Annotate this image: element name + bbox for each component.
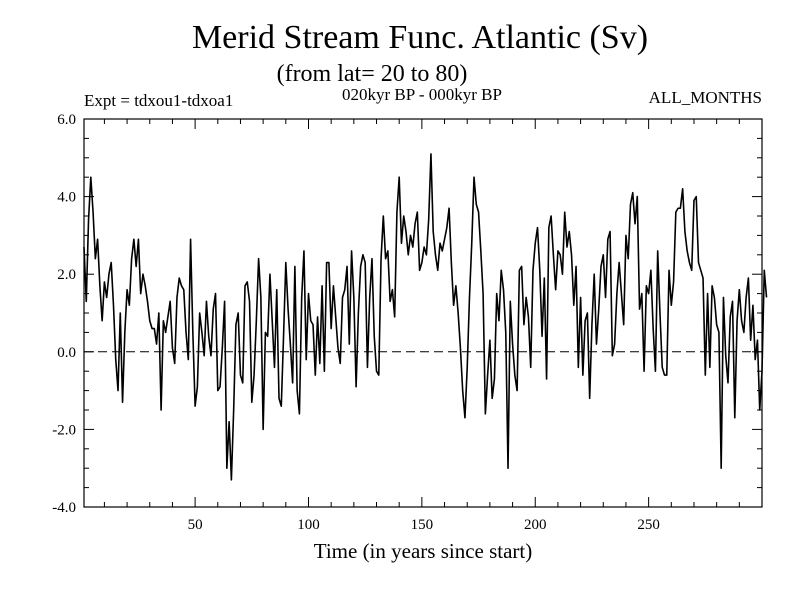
y-tick-label: -2.0 <box>52 422 76 438</box>
period-label: 020kyr BP - 000kyr BP <box>342 85 502 104</box>
x-axis-tick-labels: 50 100 150 200 250 <box>188 517 660 533</box>
y-tick-label: 4.0 <box>57 190 76 206</box>
y-tick-label: 6.0 <box>57 112 76 128</box>
y-axis-tick-labels: -4.0 -2.0 0.0 2.0 4.0 6.0 <box>52 112 76 516</box>
y-tick-label: 0.0 <box>57 345 76 361</box>
data-series-group <box>83 153 768 481</box>
chart-title: Merid Stream Func. Atlantic (Sv) <box>192 19 648 56</box>
series-line <box>83 153 768 481</box>
y-tick-label: 2.0 <box>57 267 76 283</box>
x-tick-label: 50 <box>188 517 203 533</box>
plot-frame <box>83 118 763 508</box>
x-tick-label: 100 <box>297 517 320 533</box>
x-axis-label: Time (in years since start) <box>314 539 533 563</box>
months-label: ALL_MONTHS <box>649 88 762 107</box>
experiment-label: Expt = tdxou1-tdxoa1 <box>84 91 233 110</box>
x-tick-label: 200 <box>524 517 547 533</box>
x-tick-label: 250 <box>637 517 660 533</box>
y-tick-label: -4.0 <box>52 500 76 516</box>
chart-subtitle: (from lat= 20 to 80) <box>277 61 468 87</box>
x-tick-label: 150 <box>411 517 434 533</box>
